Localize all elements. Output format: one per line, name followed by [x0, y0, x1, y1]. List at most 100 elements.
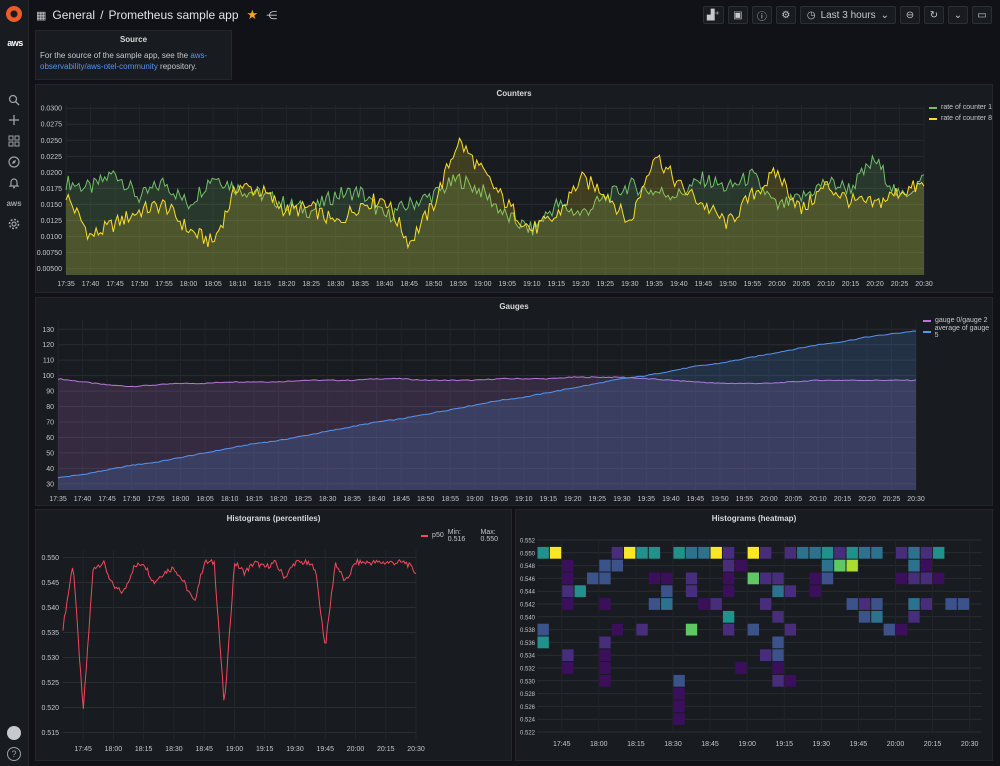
heatmap-cell [673, 546, 685, 559]
heatmap-cell [735, 662, 747, 674]
heatmap-cell [821, 546, 834, 559]
percentiles-legend: p50 Min: 0.516 Max: 0.550 [421, 529, 511, 543]
x-tick-label: 18:40 [376, 281, 394, 288]
heatmap-cell [599, 598, 611, 610]
alerting-bell-icon[interactable] [4, 173, 24, 193]
heatmap-cell [698, 546, 710, 559]
x-tick-label: 18:00 [180, 281, 198, 288]
plus-icon[interactable] [4, 110, 24, 130]
legend-item[interactable]: gauge 0/gauge 2 [923, 315, 992, 326]
heatmap-cell [760, 598, 772, 610]
percentiles-chart: 0.550 0.545 0.540 0.535 0.530 0.525 0.520 0.515… [41, 550, 425, 753]
x-tick-label: 18:55 [449, 281, 467, 288]
legend-item[interactable]: rate of counter 1 [929, 102, 992, 113]
y-tick-label: 0.545 [41, 580, 59, 587]
save-button[interactable]: ▣ [727, 6, 748, 24]
heatmap-cell [562, 559, 574, 572]
legend-item[interactable]: rate of counter 8 [929, 113, 992, 124]
toolbar: ▟⁺ ▣ ⓘ ⚙ ◷ Last 3 hours ⌄ ⊖ ↻ ⌄ ▭ [702, 6, 992, 24]
heatmap-cell [710, 546, 722, 559]
info-icon: ⓘ [756, 11, 767, 23]
time-range-picker[interactable]: ◷ Last 3 hours ⌄ [799, 6, 896, 24]
heatmap-cell [858, 598, 871, 610]
x-tick-label: 17:50 [123, 496, 141, 503]
legend-swatch [923, 319, 931, 322]
y-tick-label: 60 [46, 435, 54, 442]
panel-title: Gauges [499, 302, 529, 311]
legend-swatch [929, 117, 937, 120]
x-tick-label: 18:15 [135, 746, 153, 753]
zoom-out-button[interactable]: ⊖ [900, 6, 920, 24]
y-tick-label: 80 [46, 404, 54, 411]
heatmap-cell [957, 598, 970, 610]
legend-item[interactable]: average of gauge 5 [923, 325, 992, 339]
x-tick-label: 20:20 [858, 496, 876, 503]
heatmap-cell [871, 610, 883, 623]
source-text: For the source of the sample app, see th… [40, 50, 216, 72]
settings-button[interactable]: ⚙ [775, 6, 796, 24]
gauges-chart: 130 120 110 100 90 80 70 60 50 40 30 17:35 17:40 17:4… [42, 320, 925, 503]
heatmap-cell [772, 674, 784, 687]
heatmap-cell [537, 636, 549, 649]
avatar[interactable] [7, 726, 21, 740]
heatmap-cell [883, 623, 895, 636]
share-icon[interactable]: ⋲ [266, 9, 278, 22]
y-tick-label: 120 [42, 342, 54, 349]
explore-icon[interactable] [4, 152, 24, 172]
y-tick-label: 0.00750 [37, 250, 62, 257]
source-repo-link[interactable]: aws-observability/aws-otel-community [40, 51, 208, 71]
legend-item[interactable]: p50 Min: 0.516 Max: 0.550 [421, 529, 511, 543]
heatmap-cell [920, 598, 933, 610]
x-tick-label: 18:30 [327, 281, 345, 288]
chevron-down-icon: ⌄ [880, 9, 889, 21]
y-tick-label: 0.542 [520, 603, 536, 609]
chevron-down-icon: ⌄ [953, 9, 963, 21]
refresh-button[interactable]: ↻ [924, 6, 944, 24]
heatmap-cell [760, 572, 772, 585]
heatmap-cell [648, 598, 661, 610]
gear-icon[interactable] [4, 214, 24, 234]
x-tick-label: 19:10 [515, 496, 533, 503]
legend-swatch [421, 534, 429, 537]
heatmap-cell [722, 623, 735, 636]
heatmap-cell [636, 546, 648, 559]
heatmap-cell [722, 610, 735, 623]
heatmap-cell [562, 662, 574, 674]
heatmap-cell [784, 674, 797, 687]
x-tick-label: 17:45 [106, 281, 124, 288]
heatmap-cell [895, 546, 908, 559]
y-tick-label: 0.538 [520, 628, 536, 634]
sidebar: aws aws ? [0, 0, 29, 766]
heatmap-cell [871, 546, 883, 559]
x-tick-label: 19:35 [646, 281, 664, 288]
heatmap-cell [895, 572, 908, 585]
x-tick-label: 19:40 [662, 496, 680, 503]
aws-icon[interactable]: aws [6, 198, 22, 208]
add-panel-button[interactable]: ▟⁺ [702, 6, 724, 24]
add-panel-icon: ▟⁺ [706, 9, 720, 21]
x-tick-label: 20:30 [407, 746, 425, 753]
info-button[interactable]: ⓘ [751, 6, 772, 24]
heatmap-cell [735, 559, 747, 572]
heatmap-cell [846, 546, 858, 559]
search-icon[interactable] [4, 90, 24, 110]
y-tick-label: 50 [46, 450, 54, 457]
series-line [57, 376, 917, 388]
heatmap-cell [760, 546, 772, 559]
help-icon[interactable]: ? [7, 747, 21, 761]
x-tick-label: 19:15 [256, 746, 274, 753]
heatmap-cell [772, 649, 784, 662]
dashboards-icon[interactable] [4, 131, 24, 151]
breadcrumb-folder[interactable]: General [52, 8, 96, 22]
percentiles-panel: Histograms (percentiles) 0.550 0.545 0.540… [35, 509, 512, 761]
dashboard-title[interactable]: Prometheus sample app [108, 8, 239, 22]
grafana-logo-icon[interactable] [6, 6, 22, 22]
settings-gear-icon: ⚙ [781, 9, 791, 21]
star-icon[interactable]: ★ [246, 7, 259, 22]
x-tick-label: 20:30 [961, 741, 979, 748]
x-tick-label: 20:10 [809, 496, 827, 503]
refresh-interval-dropdown[interactable]: ⌄ [948, 6, 968, 24]
x-tick-label: 19:30 [286, 746, 304, 753]
x-tick-label: 18:55 [441, 496, 459, 503]
tv-mode-button[interactable]: ▭ [972, 6, 992, 24]
